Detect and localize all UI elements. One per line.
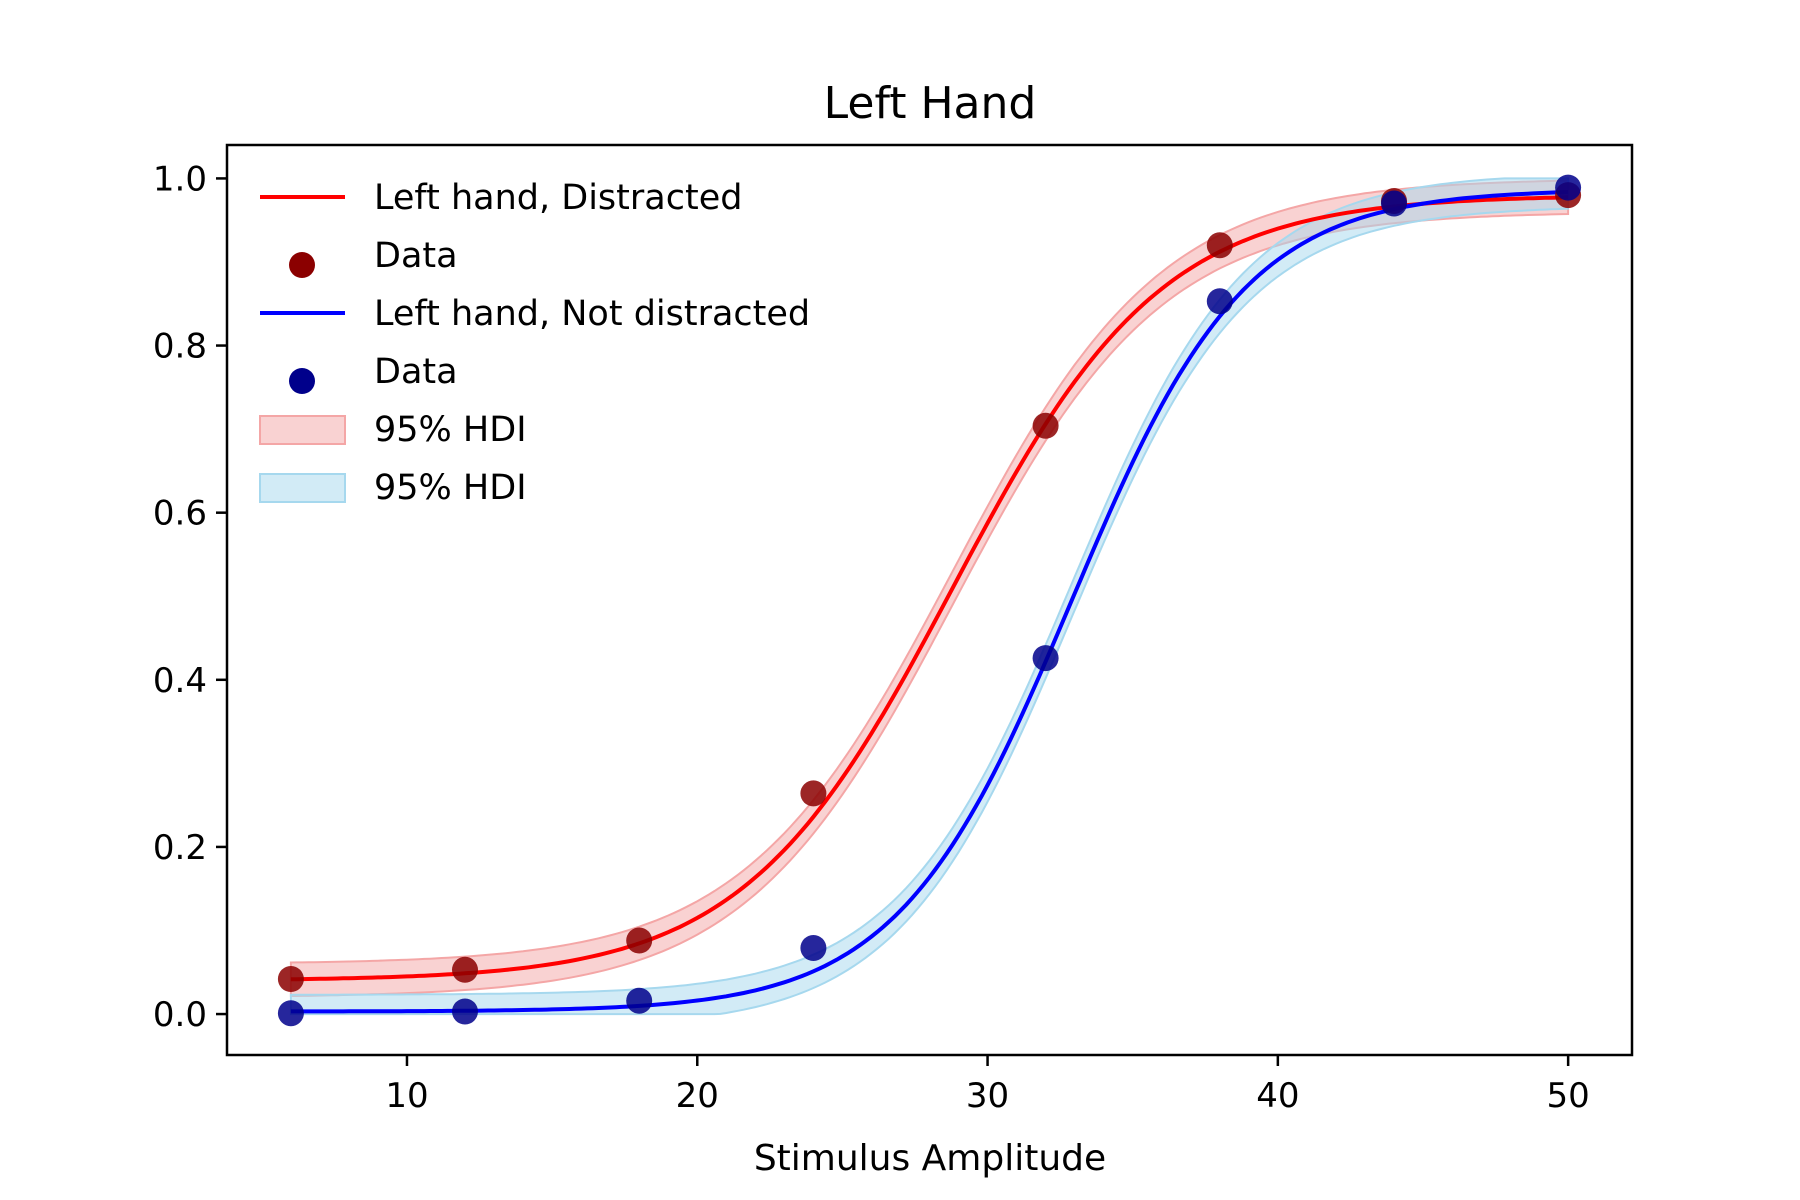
data-point-s1-4 — [800, 780, 827, 807]
data-point-s2-2 — [452, 998, 478, 1025]
hdi-band-1 — [289, 179, 1570, 997]
y-tick-label: 0.4 — [153, 661, 207, 701]
data-point-s1-5 — [1032, 412, 1059, 439]
hdi-band-2 — [289, 177, 1570, 1016]
legend-patch-swatch — [259, 415, 346, 445]
data-point-s2-1 — [277, 1000, 304, 1027]
x-tick-label: 50 — [1547, 1076, 1590, 1116]
data-point-s1-2 — [452, 956, 478, 983]
legend-marker-swatch — [289, 252, 315, 278]
plot-frame — [225, 143, 1634, 1057]
legend-label: 95% HDI — [374, 410, 527, 450]
legend-marker-swatch — [289, 368, 315, 394]
legend-label: Data — [374, 352, 458, 392]
data-point-s2-3 — [626, 987, 653, 1014]
legend-label: Data — [374, 236, 458, 276]
data-point-s2-7 — [1381, 190, 1407, 217]
legend-label: 95% HDI — [374, 468, 527, 508]
x-axis: 10 20 30 40 50 — [385, 1055, 1590, 1116]
data-point-s1-3 — [626, 927, 653, 954]
legend: Left hand, Distracted Data Left hand, Not … — [259, 178, 810, 508]
fit-line-1 — [290, 195, 1569, 982]
x-tick-label: 30 — [966, 1076, 1009, 1116]
legend-label: Left hand, Not distracted — [374, 294, 810, 334]
plot-area — [277, 174, 1582, 1027]
data-point-s2-4 — [800, 935, 827, 961]
fit-line-2 — [290, 190, 1569, 1014]
chart-title: Left Hand — [824, 78, 1037, 129]
y-tick-label: 0.2 — [153, 828, 207, 868]
legend-patch-swatch — [259, 473, 346, 503]
data-point-s2-6 — [1206, 288, 1233, 315]
x-axis-label: Stimulus Amplitude — [754, 1138, 1106, 1179]
x-tick-label: 10 — [385, 1076, 428, 1116]
data-point-s1-1 — [277, 966, 304, 992]
y-tick-label: 0.0 — [153, 995, 207, 1035]
y-tick-label: 0.8 — [153, 327, 207, 367]
y-tick-label: 0.6 — [153, 494, 207, 534]
legend-label: Left hand, Distracted — [374, 178, 742, 218]
data-point-s2-5 — [1032, 645, 1059, 672]
y-tick-label: 1.0 — [153, 159, 207, 199]
data-point-s2-8 — [1555, 174, 1582, 201]
y-axis: 0.0 0.2 0.4 0.6 0.8 1.0 — [153, 159, 227, 1035]
x-tick-label: 20 — [676, 1076, 719, 1116]
x-tick-label: 40 — [1256, 1076, 1299, 1116]
data-point-s1-6 — [1206, 232, 1233, 259]
